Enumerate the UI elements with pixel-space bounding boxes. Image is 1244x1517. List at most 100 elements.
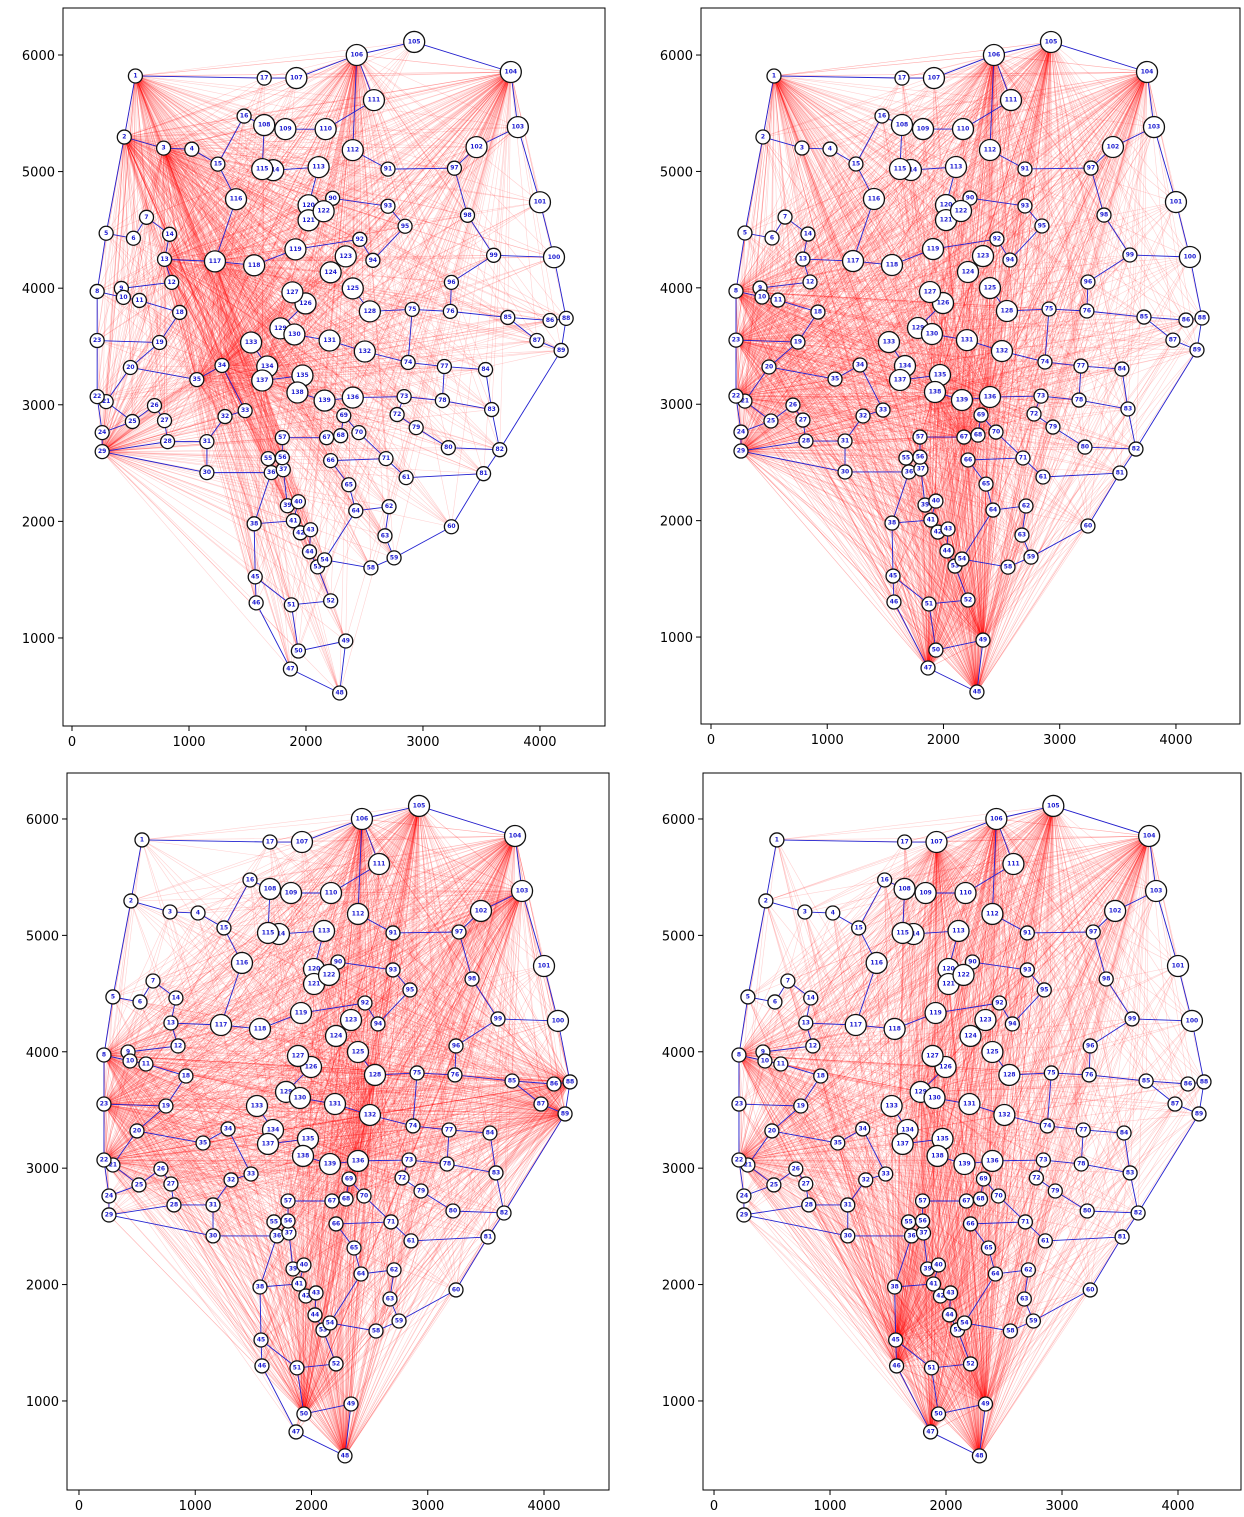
node-label: 57 bbox=[916, 434, 924, 441]
node-label: 4 bbox=[828, 146, 832, 153]
blue-edge bbox=[1136, 350, 1197, 449]
blue-edge bbox=[406, 474, 483, 478]
node-label: 99 bbox=[489, 252, 497, 259]
node-label: 91 bbox=[1021, 165, 1029, 172]
blue-edge bbox=[1031, 526, 1088, 557]
node-label: 104 bbox=[1141, 69, 1154, 76]
node-label: 93 bbox=[384, 203, 392, 210]
y-tick-label: 1000 bbox=[22, 632, 55, 647]
node-label: 115 bbox=[894, 165, 907, 172]
node-label: 109 bbox=[917, 126, 930, 133]
node-label: 88 bbox=[562, 315, 570, 322]
node-label: 33 bbox=[241, 407, 249, 414]
node-label: 106 bbox=[988, 52, 1001, 59]
node-label: 67 bbox=[322, 434, 330, 441]
node-label: 29 bbox=[737, 448, 745, 455]
node-label: 34 bbox=[856, 362, 864, 369]
blue-edge bbox=[518, 127, 540, 202]
y-tick-label: 4000 bbox=[22, 282, 55, 297]
node-label: 71 bbox=[1019, 455, 1027, 462]
node-label: 37 bbox=[917, 466, 925, 473]
node-label: 50 bbox=[294, 648, 302, 655]
blue-edge bbox=[414, 42, 511, 72]
x-tick-label: 0 bbox=[68, 735, 76, 750]
node-label: 123 bbox=[977, 253, 990, 260]
node-label: 60 bbox=[447, 523, 455, 530]
node-label: 65 bbox=[345, 481, 353, 488]
node-label: 90 bbox=[966, 195, 974, 202]
node-label: 27 bbox=[160, 417, 168, 424]
node-label: 56 bbox=[278, 454, 286, 461]
x-tick-label: 4000 bbox=[1159, 733, 1192, 748]
y-tick-label: 2000 bbox=[660, 515, 693, 530]
node-label: 47 bbox=[924, 665, 932, 672]
node-label: 121 bbox=[940, 217, 953, 224]
node-label: 103 bbox=[1148, 124, 1161, 131]
y-tick-label: 6000 bbox=[660, 49, 693, 64]
node-label: 103 bbox=[512, 124, 525, 131]
node-label: 24 bbox=[737, 429, 745, 436]
node-label: 118 bbox=[886, 262, 899, 269]
node-label: 76 bbox=[446, 308, 454, 315]
node-label: 128 bbox=[364, 308, 377, 315]
node-label: 88 bbox=[1198, 314, 1206, 321]
node-label: 108 bbox=[258, 122, 271, 129]
node-label: 133 bbox=[245, 339, 258, 346]
node-label: 110 bbox=[957, 126, 970, 133]
node-label: 83 bbox=[487, 406, 495, 413]
node-label: 130 bbox=[926, 331, 939, 338]
node-label: 4 bbox=[190, 146, 194, 153]
node-label: 58 bbox=[1004, 564, 1012, 571]
node-label: 41 bbox=[289, 517, 297, 524]
node-label: 136 bbox=[347, 394, 360, 401]
node-label: 98 bbox=[1100, 212, 1108, 219]
node-label: 105 bbox=[1045, 38, 1058, 45]
node-label: 15 bbox=[852, 160, 860, 167]
node-label: 39 bbox=[283, 502, 291, 509]
node-label: 133 bbox=[883, 339, 896, 346]
x-tick-label: 0 bbox=[707, 733, 715, 748]
node-label: 70 bbox=[355, 429, 363, 436]
y-tick-label: 4000 bbox=[660, 282, 693, 297]
red-edge bbox=[1087, 72, 1147, 311]
node-label: 32 bbox=[221, 413, 229, 420]
node-label: 62 bbox=[1022, 502, 1030, 509]
node-label: 106 bbox=[350, 51, 363, 58]
node-label: 46 bbox=[890, 599, 898, 606]
node-label: 111 bbox=[368, 97, 381, 104]
node-label: 70 bbox=[992, 429, 1000, 436]
node-label: 43 bbox=[944, 526, 952, 533]
node-label: 7 bbox=[144, 214, 148, 221]
node-label: 18 bbox=[814, 309, 822, 316]
node-label: 110 bbox=[319, 126, 332, 133]
node-label: 105 bbox=[408, 38, 421, 45]
node-label: 89 bbox=[1193, 346, 1201, 353]
node-label: 44 bbox=[943, 548, 951, 555]
node-label: 43 bbox=[306, 526, 314, 533]
node-label: 40 bbox=[294, 498, 302, 505]
node-label: 17 bbox=[898, 75, 906, 82]
node-label: 22 bbox=[732, 393, 740, 400]
node-label: 57 bbox=[278, 434, 286, 441]
node-label: 34 bbox=[218, 362, 226, 369]
node-label: 121 bbox=[302, 217, 315, 224]
node-label: 104 bbox=[505, 69, 518, 76]
node-label: 137 bbox=[894, 377, 907, 384]
y-tick-label: 5000 bbox=[660, 165, 693, 180]
x-tick-label: 2000 bbox=[289, 735, 322, 750]
node-label: 134 bbox=[899, 363, 912, 370]
node-label: 97 bbox=[450, 165, 458, 172]
node-label: 26 bbox=[789, 402, 797, 409]
node-label: 117 bbox=[209, 258, 222, 265]
node-label: 15 bbox=[214, 161, 222, 168]
node-label: 68 bbox=[974, 432, 982, 439]
node-label: 31 bbox=[203, 438, 211, 445]
node-label: 120 bbox=[940, 202, 953, 209]
node-label: 36 bbox=[267, 469, 275, 476]
node-label: 79 bbox=[412, 424, 420, 431]
node-label: 62 bbox=[385, 503, 393, 510]
panel: 1234567891011121314151617181920212223242… bbox=[729, 31, 1209, 698]
node-label: 11 bbox=[774, 297, 782, 304]
node-label: 35 bbox=[193, 376, 201, 383]
node-label: 3 bbox=[162, 145, 166, 152]
